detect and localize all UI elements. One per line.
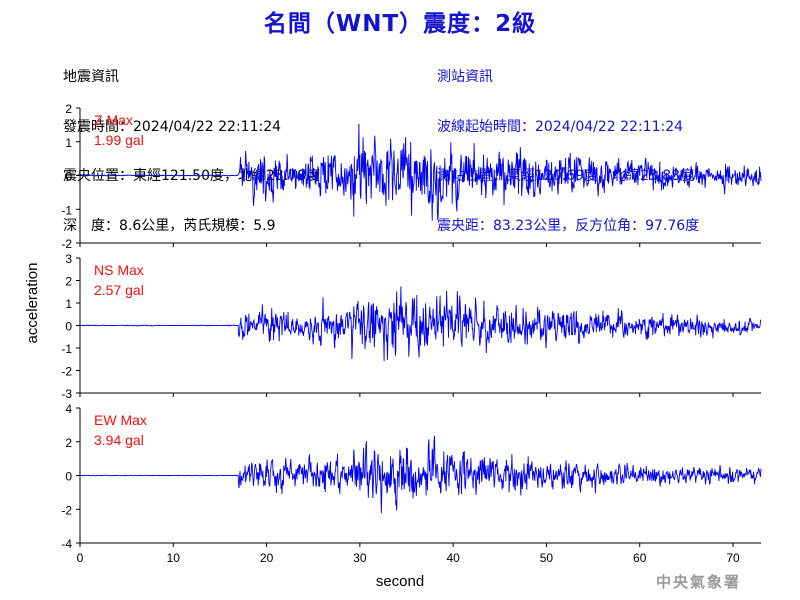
y-tick-label-z: 0 xyxy=(65,170,72,184)
max-value-z: 1.99 gal xyxy=(94,132,144,148)
page-title: 名間（WNT）震度：2級 xyxy=(263,11,537,37)
y-tick-label-ns: 2 xyxy=(65,275,72,289)
y-axis-label: acceleration xyxy=(24,263,41,344)
max-label-ew: EW Max xyxy=(94,412,147,428)
max-value-ns: 2.57 gal xyxy=(94,282,144,298)
y-tick-label-ew: -2 xyxy=(61,503,72,517)
x-tick-label: 10 xyxy=(167,551,181,565)
y-tick-label-ew: 4 xyxy=(65,402,72,416)
x-axis-label: second xyxy=(376,573,424,590)
x-tick-label: 30 xyxy=(353,551,367,565)
depth-magnitude: 深 度：8.6公里，芮氏規模：5.9 xyxy=(63,217,276,234)
trace-ns xyxy=(79,286,762,362)
y-tick-label-z: 2 xyxy=(65,102,72,116)
station-info-heading: 測站資訊 xyxy=(437,69,493,85)
max-label-z: Z Max xyxy=(94,112,133,128)
x-tick-label: 60 xyxy=(633,551,647,565)
max-label-ns: NS Max xyxy=(94,262,144,278)
distance-azimuth: 震央距：83.23公里，反方位角：97.76度 xyxy=(437,217,700,234)
watermark: 中央氣象署 xyxy=(656,573,742,591)
y-tick-label-z: -2 xyxy=(61,237,72,251)
wave-start-time: 波線起始時間：2024/04/22 22:11:24 xyxy=(437,118,684,135)
y-tick-label-ns: 0 xyxy=(65,320,72,334)
y-tick-label-ns: 3 xyxy=(65,252,72,266)
max-value-ew: 3.94 gal xyxy=(94,432,144,448)
x-tick-label: 20 xyxy=(260,551,274,565)
y-tick-label-ns: -1 xyxy=(61,342,72,356)
y-tick-label-ew: -4 xyxy=(61,537,72,551)
x-tick-label: 40 xyxy=(446,551,460,565)
y-tick-label-z: -1 xyxy=(61,203,72,217)
y-tick-label-ns: 1 xyxy=(65,297,72,311)
y-tick-label-ew: 2 xyxy=(65,436,72,450)
x-tick-label: 70 xyxy=(726,551,740,565)
y-tick-label-ew: 0 xyxy=(65,470,72,484)
y-tick-label-ns: -3 xyxy=(61,387,72,401)
trace-ew xyxy=(79,435,762,514)
x-tick-label: 0 xyxy=(77,551,84,565)
origin-time: 發震時間：2024/04/22 22:11:24 xyxy=(63,118,282,135)
earthquake-info-heading: 地震資訊 xyxy=(63,69,119,85)
y-tick-label-ns: -2 xyxy=(61,365,72,379)
y-tick-label-z: 1 xyxy=(65,136,72,150)
trace-z xyxy=(79,123,762,221)
x-tick-label: 50 xyxy=(540,551,554,565)
